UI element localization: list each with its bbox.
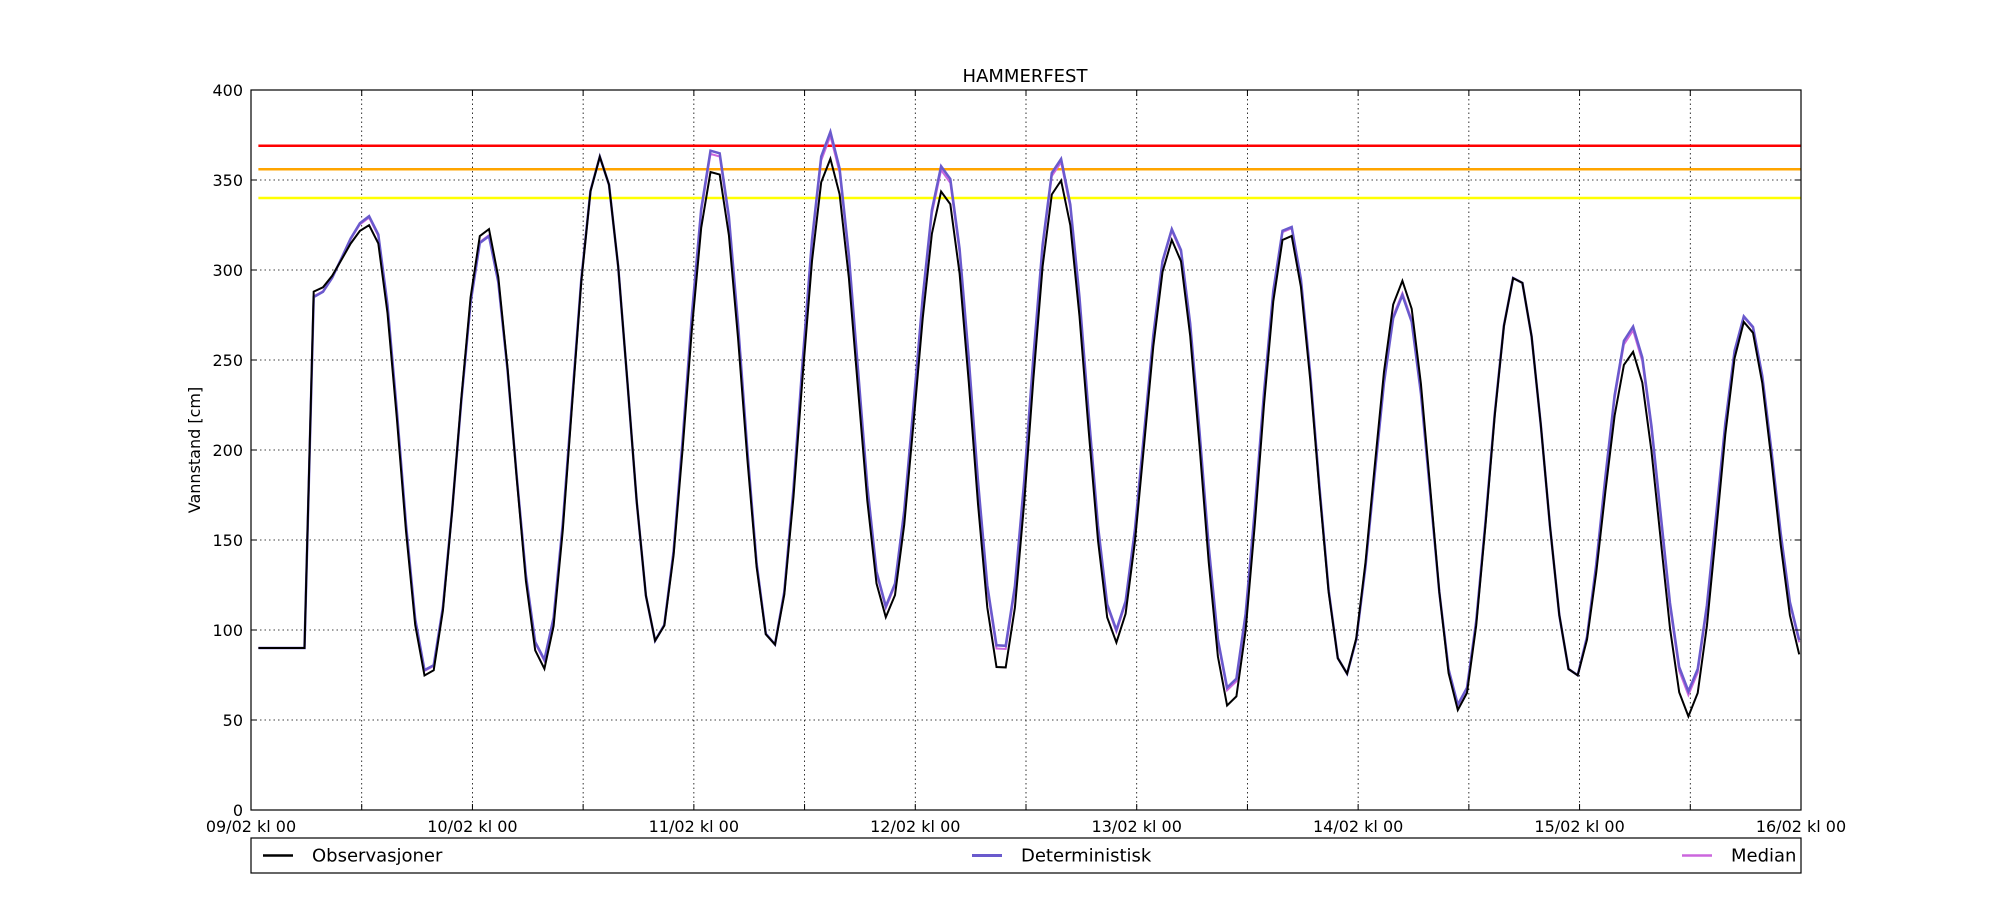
y-axis: 0 50 100 150 200 250 300 350 400 [212,81,1801,820]
y-tick-label: 150 [212,531,243,550]
x-tick-label: 11/02 kl 00 [649,817,739,836]
legend-label: Deterministisk [1021,846,1152,867]
y-tick-label: 300 [212,261,243,280]
x-tick-label: 16/02 kl 00 [1756,817,1846,836]
series-deterministisk [258,127,1801,709]
y-tick-label: 0 [233,801,243,820]
x-tick-label: 13/02 kl 00 [1092,817,1182,836]
y-tick-label: 350 [212,171,243,190]
chart-title: HAMMERFEST [963,66,1089,87]
y-tick-label: 250 [212,351,243,370]
threshold-lines [258,144,1801,200]
series-lines [258,127,1801,720]
y-tick-label: 50 [223,711,243,730]
legend-label: Observasjoner [312,846,443,867]
x-tick-label: 10/02 kl 00 [427,817,517,836]
legend-box [250,837,1802,874]
x-tick-label: 14/02 kl 00 [1313,817,1403,836]
y-tick-label: 400 [212,81,243,100]
x-axis: 09/02 kl 00 10/02 kl 00 11/02 kl 00 12/02 k… [206,90,1846,836]
x-tick-label: 15/02 kl 00 [1534,817,1624,836]
y-axis-label: Vannstand [cm] [185,387,204,513]
x-tick-label: 12/02 kl 00 [870,817,960,836]
legend: Observasjoner Deterministisk Median [250,837,1802,874]
y-tick-label: 200 [212,441,243,460]
series-observasjoner [258,153,1801,720]
legend-label: Median [1731,846,1796,867]
y-tick-label: 100 [212,621,243,640]
x-tick-label: 09/02 kl 00 [206,817,296,836]
